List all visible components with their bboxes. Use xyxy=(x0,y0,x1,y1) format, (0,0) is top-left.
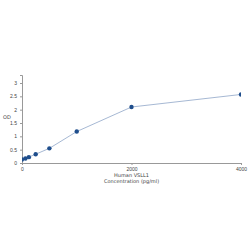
plot-area: 0 2000 4000 0 0.5 1 1.5 2 2.5 3 xyxy=(10,76,247,173)
y-tick-mark xyxy=(20,83,22,84)
data-point xyxy=(27,155,31,159)
y-tick-label: 0 xyxy=(14,160,17,166)
y-tick: 2 xyxy=(14,107,22,113)
x-tick-label: 0 xyxy=(21,166,24,172)
data-point xyxy=(129,105,133,109)
y-tick: 0 xyxy=(14,160,22,166)
x-tick-label: 4000 xyxy=(236,166,247,172)
y-tick-mark xyxy=(20,136,22,137)
y-tick-label: 2 xyxy=(14,107,17,113)
y-tick-label: 1.5 xyxy=(10,120,17,126)
y-tick-label: 1 xyxy=(14,133,17,139)
y-tick: 1 xyxy=(14,133,22,139)
y-axis: 0 0.5 1 1.5 2 2.5 3 xyxy=(10,76,22,167)
data-point xyxy=(47,146,51,150)
y-tick: 3 xyxy=(14,80,22,86)
data-point xyxy=(239,92,241,96)
x-tick-mark xyxy=(241,163,242,165)
data-point xyxy=(33,152,37,156)
y-tick-label: 3 xyxy=(14,80,17,86)
x-tick: 2000 xyxy=(126,163,137,172)
y-tick-mark xyxy=(20,110,22,111)
chart: 0 2000 4000 0 0.5 1 1.5 2 2.5 3 Human VSLL1Concent… xyxy=(0,0,250,250)
x-tick: 0 xyxy=(21,163,24,172)
y-tick: 2.5 xyxy=(10,93,22,99)
y-axis-title: OD xyxy=(3,114,11,120)
x-tick: 4000 xyxy=(236,163,247,172)
x-axis-title-line: Concentration (pg/ml) xyxy=(104,178,159,185)
y-tick-label: 0.5 xyxy=(10,147,17,153)
y-tick: 1.5 xyxy=(10,120,22,126)
y-tick-mark xyxy=(20,150,22,151)
data-layer xyxy=(22,92,241,161)
y-tick-label: 2.5 xyxy=(10,93,17,99)
y-axis-line xyxy=(20,76,23,164)
x-axis: 0 2000 4000 xyxy=(21,163,247,172)
y-tick-mark xyxy=(20,96,22,97)
data-point xyxy=(75,129,79,133)
series-line xyxy=(22,94,241,159)
y-tick-mark xyxy=(20,123,22,124)
y-tick-mark xyxy=(20,163,22,164)
y-tick: 0.5 xyxy=(10,147,22,153)
x-axis-line xyxy=(23,164,242,166)
x-axis-title: Human VSLL1Concentration (pg/ml) xyxy=(104,172,159,185)
x-tick-mark xyxy=(132,163,133,165)
